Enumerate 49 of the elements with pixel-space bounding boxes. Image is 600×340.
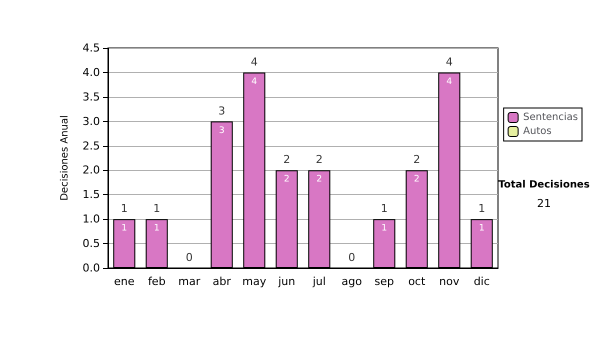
y-tick-label: 3.5 [82, 90, 100, 104]
x-tick-label: ene [114, 275, 135, 288]
x-tick-label: nov [439, 275, 460, 288]
x-tick-label: may [242, 275, 267, 288]
y-tick-label: 1.5 [82, 188, 100, 202]
total-label: 1 [120, 202, 128, 216]
total-label: 0 [186, 251, 193, 264]
total-label: 2 [283, 153, 290, 166]
y-tick-label: 0.5 [82, 237, 100, 250]
total-label: 1 [478, 202, 486, 216]
data-label: 4 [251, 76, 258, 87]
x-tick-label: dic [474, 275, 490, 288]
legend-label: Sentencias [523, 112, 578, 123]
total-label: 2 [413, 153, 420, 166]
total-label: 4 [446, 55, 453, 68]
y-tick-label: 2.0 [82, 164, 100, 177]
data-label: 1 [381, 224, 388, 234]
y-tick-label: 3.0 [82, 114, 100, 128]
total-label: 1 [380, 202, 388, 216]
text: 21 [537, 197, 551, 210]
legend-label: Autos [523, 126, 552, 137]
x-tick-label: jun [277, 275, 296, 288]
total-label: 2 [316, 153, 323, 166]
data-label: 2 [414, 174, 420, 185]
x-tick-label: sep [374, 275, 394, 288]
text: Total Decisiones [498, 180, 590, 190]
data-label: 3 [218, 126, 225, 136]
data-label: 1 [121, 224, 128, 234]
data-label: 4 [446, 76, 452, 87]
x-tick-label: abr [212, 275, 232, 288]
y-tick-label: 0.0 [82, 262, 100, 274]
total-label: 4 [250, 55, 258, 68]
x-tick-label: feb [148, 275, 166, 288]
x-tick-label: ago [342, 275, 362, 288]
y-tick-label: 1.0 [82, 212, 100, 226]
y-tick-label: 2.5 [82, 139, 100, 152]
data-label: 2 [284, 174, 290, 185]
data-label: 2 [316, 174, 322, 185]
y-tick-label: 4.0 [82, 66, 100, 79]
y-axis-title: Decisiones Anual [60, 115, 70, 201]
data-label: 1 [478, 224, 485, 234]
total-label: 3 [218, 104, 226, 118]
y-tick-label: 4.5 [82, 42, 100, 54]
x-tick-label: jul [312, 275, 326, 288]
x-tick-label: oct [408, 275, 426, 288]
x-tick-label: mar [178, 275, 201, 288]
total-label: 1 [153, 202, 160, 216]
total-label: 0 [348, 251, 356, 264]
data-label: 1 [154, 224, 160, 234]
